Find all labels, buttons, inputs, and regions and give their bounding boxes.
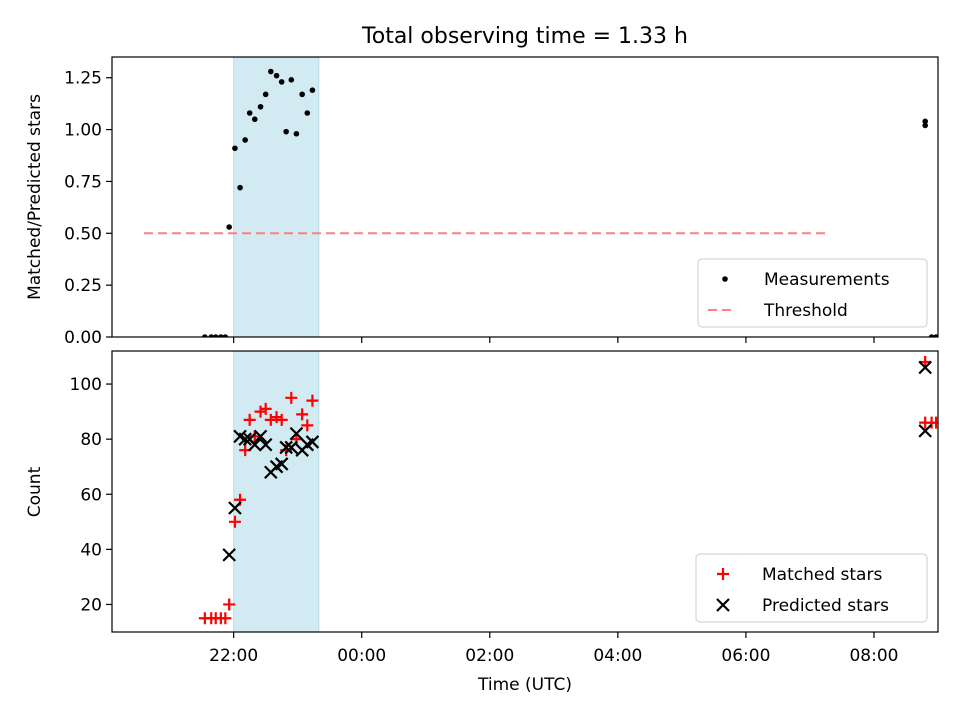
predicted-star-point	[228, 501, 242, 515]
measurement-point	[951, 334, 957, 340]
x-tick-label: 22:00	[209, 646, 258, 666]
y-tick-label: 0.75	[64, 172, 102, 192]
measurement-point	[278, 79, 285, 85]
measurement-point	[928, 334, 935, 337]
measurement-point	[246, 110, 253, 116]
matched-star-point	[270, 411, 283, 424]
top-y-axis-label: Matched/Predicted stars	[25, 94, 45, 300]
measurement-point	[283, 128, 289, 135]
measurement-point	[257, 103, 264, 110]
bottom-axes-frame	[111, 350, 939, 633]
measurement-point	[299, 91, 305, 98]
measurement-point	[226, 224, 232, 230]
y-tick-label: 60	[80, 485, 102, 505]
measurement-point	[933, 334, 938, 337]
legend-label: Measurements	[764, 270, 890, 290]
predicted-star-point	[258, 437, 273, 452]
bottom-panel: 20 40 60 80 100 22:00 00:00 02:00 04:00 06:00 08:…	[25, 350, 960, 695]
predicted-star-point	[289, 426, 304, 441]
x-tick-label: 06:00	[721, 646, 770, 666]
predicted-star-point	[253, 429, 268, 444]
predicted-star-point	[274, 457, 289, 471]
top-axes-frame	[111, 56, 939, 338]
measurement-point	[262, 91, 269, 98]
predicted-star-point	[918, 360, 932, 375]
y-tick-label: 80	[80, 430, 102, 450]
measurement-point	[242, 137, 248, 143]
chart-title: Total observing time = 1.33 h	[361, 24, 688, 49]
measurement-point	[212, 334, 219, 337]
y-tick-label: 0.00	[64, 328, 102, 348]
matched-star-point	[301, 419, 314, 432]
x-tick-label: 04:00	[593, 646, 642, 666]
measurement-point	[267, 68, 274, 75]
measurement-point	[202, 334, 208, 337]
measurement-point	[922, 122, 928, 129]
matched-star-point	[248, 430, 261, 443]
legend-label: Predicted stars	[762, 596, 889, 616]
predicted-star-point	[222, 548, 236, 562]
top-legend: Measurements Threshold	[697, 258, 928, 328]
observing-span	[233, 56, 320, 338]
legend-swatch	[717, 568, 729, 580]
legend-box	[695, 553, 928, 623]
legend-label: Threshold	[763, 301, 848, 321]
y-tick-label: 0.50	[64, 224, 102, 244]
top-panel: 0.00 0.25 0.50 0.75 1.00 1.25 Matched/Predict…	[25, 56, 957, 348]
y-tick-label: 1.25	[64, 69, 102, 89]
measurement-point	[922, 118, 928, 125]
y-tick-label: 0.25	[64, 276, 102, 296]
y-tick-label: 1.00	[64, 121, 102, 141]
matched-star-point	[943, 417, 955, 429]
legend-swatch	[722, 276, 728, 282]
legend-box	[697, 258, 928, 328]
y-tick-label: 100	[70, 375, 102, 395]
matched-star-point	[306, 394, 319, 407]
measurement-point	[237, 184, 243, 191]
y-tick-label: 40	[80, 540, 102, 560]
predicted-star-point	[279, 440, 293, 455]
matched-star-point	[259, 402, 272, 415]
x-tick-label: 02:00	[465, 646, 514, 666]
matched-star-point	[275, 413, 288, 426]
x-tick-label: 08:00	[849, 646, 898, 666]
matched-star-point	[223, 598, 236, 611]
matched-star-point	[254, 405, 267, 418]
measurement-point	[288, 77, 295, 83]
measurement-point	[942, 334, 948, 340]
y-tick-label: 20	[80, 595, 102, 615]
measurement-point	[293, 130, 300, 137]
measurement-point	[309, 87, 316, 93]
predicted-star-point	[305, 435, 320, 449]
matched-star-point	[243, 413, 256, 426]
observing-span	[233, 350, 320, 633]
matched-star-point	[296, 408, 309, 421]
bottom-y-axis-label: Count	[25, 466, 45, 517]
matched-star-point	[938, 417, 950, 429]
measurement-point	[218, 334, 224, 337]
measurement-point	[946, 334, 952, 340]
measurement-point	[208, 334, 215, 337]
matched-star-point	[933, 421, 938, 424]
x-axis-label: Time (UTC)	[477, 675, 572, 695]
predicted-star-point	[284, 440, 299, 455]
matched-star-point	[285, 391, 298, 404]
measurement-point	[232, 145, 238, 152]
bottom-legend: Matched stars Predicted stars	[695, 553, 928, 623]
predicted-star-point	[918, 424, 932, 438]
predicted-star-point	[248, 437, 262, 452]
legend-label: Matched stars	[762, 565, 882, 585]
matched-star-point	[228, 515, 241, 528]
matched-star-point	[219, 612, 232, 625]
measurement-point	[304, 110, 311, 116]
predicted-star-point	[238, 432, 252, 446]
measurement-point	[251, 116, 258, 123]
matched-star-point	[264, 413, 277, 426]
measurement-point	[222, 334, 229, 337]
matched-star-point	[948, 417, 960, 429]
x-tick-label: 00:00	[337, 646, 386, 666]
measurement-point	[273, 72, 280, 79]
legend-swatch	[716, 598, 730, 612]
